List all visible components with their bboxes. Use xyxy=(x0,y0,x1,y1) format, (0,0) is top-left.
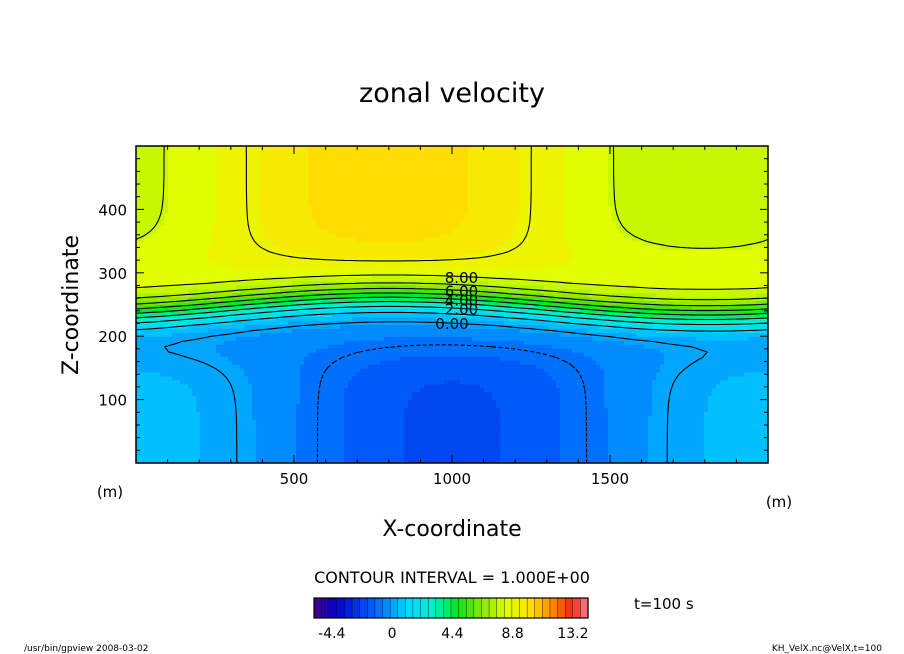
colorbar-segment xyxy=(511,597,521,619)
time-label: t=100 s xyxy=(634,595,694,613)
colorbar-tick-labels: -4.4 0 4.4 8.8 13.2 xyxy=(318,626,588,642)
colorbar-segment xyxy=(329,597,338,619)
contour-lines xyxy=(136,146,768,463)
colorbar-segment xyxy=(481,597,490,619)
contour-label: 2.00 xyxy=(445,300,478,318)
colorbar-segment xyxy=(397,597,406,619)
contour-line xyxy=(136,301,768,321)
colorbar-segment xyxy=(488,597,498,619)
contour-line xyxy=(316,344,588,463)
contour-labels: 8.006.004.002.000.00 xyxy=(435,269,478,333)
y-unit-label: (m) xyxy=(97,483,123,501)
y-axis-label: Z-coordinate xyxy=(59,235,84,375)
colorbar-segment xyxy=(450,597,460,619)
colorbar-segment xyxy=(412,597,422,619)
colorbar-segment xyxy=(496,597,505,619)
contour-label: 0.00 xyxy=(435,315,468,333)
contour-label: 8.00 xyxy=(445,269,478,287)
colorbar-segment xyxy=(359,597,368,619)
colorbar-segment xyxy=(435,597,444,619)
colorbar-segment xyxy=(526,597,536,619)
contour-label: 6.00 xyxy=(445,282,478,300)
contour-line xyxy=(136,287,768,307)
x-tick-label: 1000 xyxy=(433,470,471,488)
colorbar-tick-label: 0 xyxy=(388,626,397,642)
colorbar-tick-label: 8.8 xyxy=(502,626,524,642)
contour-line xyxy=(136,292,768,312)
footer-right: KH_VelX.nc@VelX,t=100 xyxy=(772,644,882,654)
contour-line xyxy=(136,305,768,326)
x-unit-label: (m) xyxy=(766,493,792,511)
contour-line xyxy=(136,146,768,290)
colorbar-tick-label: 4.4 xyxy=(441,626,463,642)
y-tick-label: 400 xyxy=(98,201,127,219)
colorbar-segment xyxy=(443,597,452,619)
colorbar-segment xyxy=(427,597,437,619)
x-tick-label: 1500 xyxy=(591,470,629,488)
contour-line xyxy=(163,321,708,463)
colorbar-segment xyxy=(389,597,399,619)
colorbar-segment xyxy=(473,597,483,619)
colorbar-segment xyxy=(504,597,513,619)
colorbar-segment xyxy=(564,597,574,619)
colorbar-segment xyxy=(405,597,414,619)
contour-fill xyxy=(136,146,768,463)
colorbar-segment xyxy=(519,597,528,619)
colorbar-segment xyxy=(351,597,361,619)
colorbar-segment xyxy=(572,597,581,619)
contour-line xyxy=(136,311,768,332)
colorbar-segment xyxy=(458,597,467,619)
contour-line xyxy=(136,296,768,316)
axis-ticks: 500 1000 1500 100 200 300 400 xyxy=(98,145,769,488)
contour-label: 4.00 xyxy=(445,291,478,309)
colorbar-segment xyxy=(542,597,551,619)
y-tick-label: 300 xyxy=(98,265,127,283)
colorbar-tick-label: -4.4 xyxy=(318,626,345,642)
y-tick-label: 200 xyxy=(98,328,127,346)
plot-area: 8.006.004.002.000.00 500 1000 1500 100 200 30… xyxy=(98,145,769,488)
colorbar-segment xyxy=(466,597,475,619)
colorbar-segment xyxy=(549,597,559,619)
colorbar-tick-label: 13.2 xyxy=(557,626,588,642)
x-axis-label: X-coordinate xyxy=(382,517,521,542)
colorbar-segment xyxy=(534,597,543,619)
colorbar-segment xyxy=(420,597,429,619)
colorbar-segment xyxy=(382,597,391,619)
x-tick-label: 500 xyxy=(280,470,309,488)
colorbar xyxy=(313,597,589,619)
colorbar-segment xyxy=(557,597,566,619)
contour-interval-text: CONTOUR INTERVAL = 1.000E+00 xyxy=(314,568,590,587)
colorbar-frame xyxy=(313,597,589,619)
colorbar-segment xyxy=(321,597,330,619)
colorbar-segment xyxy=(580,597,589,619)
colorbar-segment xyxy=(374,597,384,619)
contour-line xyxy=(245,146,532,262)
colorbar-segment xyxy=(336,597,346,619)
colorbar-segment xyxy=(313,597,323,619)
footer-left: /usr/bin/gpview 2008-03-02 xyxy=(24,644,148,654)
y-tick-label: 100 xyxy=(98,392,127,410)
chart-title: zonal velocity xyxy=(359,78,545,109)
colorbar-segment xyxy=(344,597,353,619)
colorbar-segment xyxy=(367,597,376,619)
